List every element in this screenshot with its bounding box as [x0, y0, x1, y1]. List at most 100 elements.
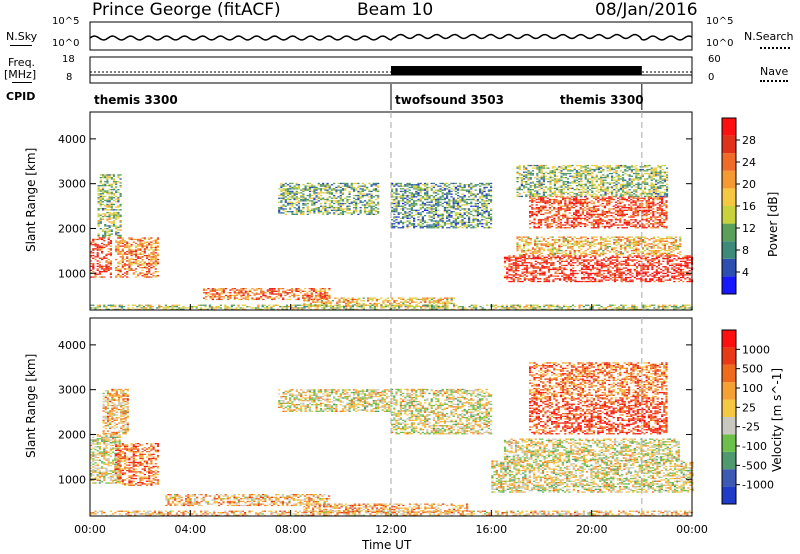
- heatmap-cell: [304, 297, 307, 299]
- heatmap-cell: [393, 205, 396, 207]
- heatmap-cell: [363, 211, 367, 213]
- heatmap-cell: [576, 264, 579, 267]
- heatmap-cell: [397, 221, 400, 224]
- heatmap-cell: [595, 219, 598, 221]
- heatmap-cell: [448, 220, 451, 222]
- heatmap-cell: [413, 209, 416, 211]
- heatmap-cell: [96, 248, 99, 250]
- heatmap-cell: [539, 278, 542, 280]
- heatmap-cell: [534, 241, 537, 244]
- heatmap-cell: [413, 217, 416, 219]
- heatmap-cell: [104, 190, 107, 192]
- heatmap-cell: [233, 297, 236, 299]
- heatmap-cell: [561, 258, 564, 260]
- heatmap-cell: [123, 268, 127, 270]
- heatmap-cell: [568, 212, 571, 214]
- heatmap-cell: [641, 209, 644, 211]
- heatmap-cell: [606, 250, 609, 252]
- heatmap-cell: [112, 217, 116, 219]
- heatmap-cell: [211, 298, 214, 301]
- heatmap-cell: [377, 212, 380, 214]
- heatmap-cell: [655, 256, 658, 258]
- heatmap-cell: [562, 244, 565, 246]
- heatmap-cell: [545, 240, 548, 242]
- heatmap-cell: [611, 250, 614, 252]
- heatmap-cell: [608, 240, 611, 242]
- heatmap-cell: [633, 239, 636, 241]
- heatmap-cell: [508, 276, 511, 279]
- heatmap-cell: [284, 188, 287, 190]
- heatmap-cell: [514, 268, 518, 271]
- heatmap-cell: [320, 301, 323, 303]
- heatmap-cell: [103, 244, 106, 246]
- heatmap-cell: [637, 254, 640, 256]
- heatmap-cell: [490, 196, 493, 198]
- heatmap-cell: [297, 290, 300, 292]
- heatmap-cell: [419, 197, 422, 199]
- heatmap-cell: [577, 201, 580, 203]
- heatmap-cell: [645, 223, 648, 225]
- heatmap-cell: [137, 248, 140, 250]
- heatmap-cell: [579, 221, 582, 224]
- heatmap-cell: [346, 200, 349, 202]
- heatmap-cell: [468, 198, 471, 201]
- heatmap-cell: [347, 302, 350, 305]
- heatmap-cell: [273, 290, 276, 292]
- heatmap-cell: [660, 268, 663, 271]
- heatmap-cell: [487, 202, 490, 205]
- heatmap-cell: [661, 252, 664, 254]
- heatmap-cell: [108, 209, 111, 211]
- heatmap-cell: [328, 186, 331, 189]
- heatmap-cell: [525, 252, 528, 254]
- heatmap-cell: [525, 243, 528, 245]
- heatmap-cell: [587, 276, 590, 279]
- heatmap-cell: [443, 207, 446, 209]
- heatmap-cell: [619, 221, 622, 224]
- heatmap-cell: [295, 298, 298, 301]
- heatmap-cell: [585, 272, 588, 275]
- heatmap-cell: [602, 254, 605, 256]
- heatmap-cell: [621, 212, 624, 214]
- heatmap-cell: [566, 207, 569, 209]
- heatmap-cell: [627, 270, 630, 272]
- heatmap-cell: [101, 267, 104, 269]
- heatmap-cell: [587, 278, 590, 280]
- heatmap-cell: [627, 262, 630, 264]
- heatmap-cell: [517, 260, 520, 262]
- heatmap-cell: [325, 301, 328, 303]
- heatmap-cell: [137, 260, 140, 262]
- heatmap-cell: [139, 249, 142, 251]
- heatmap-cell: [684, 278, 687, 280]
- heatmap-cell: [352, 200, 356, 202]
- heatmap-cell: [588, 215, 591, 217]
- heatmap-cell: [554, 258, 557, 260]
- heatmap-cell: [668, 248, 671, 250]
- heatmap-cell: [584, 252, 587, 254]
- heatmap-cell: [450, 216, 453, 218]
- heatmap-cell: [117, 177, 120, 179]
- heatmap-cell: [218, 288, 221, 290]
- heatmap-cell: [408, 297, 411, 299]
- heatmap-cell: [257, 297, 261, 299]
- heatmap-cell: [117, 241, 120, 243]
- heatmap-cell: [481, 219, 484, 221]
- heatmap-cell: [537, 201, 540, 203]
- heatmap-cell: [439, 197, 442, 199]
- heatmap-cell: [99, 174, 102, 176]
- heatmap-cell: [521, 263, 524, 265]
- heatmap-cell: [115, 198, 118, 200]
- nave-tick-bottom: 0: [708, 72, 715, 83]
- heatmap-cell: [605, 266, 608, 268]
- heatmap-cell: [677, 272, 680, 275]
- heatmap-cell: [613, 248, 616, 250]
- heatmap-cell: [600, 259, 603, 261]
- heatmap-cell: [544, 207, 547, 209]
- heatmap-cell: [666, 275, 669, 277]
- heatmap-cell: [553, 252, 556, 254]
- heatmap-cell: [517, 264, 520, 267]
- heatmap-cell: [550, 264, 553, 267]
- heatmap-cell: [527, 248, 530, 250]
- heatmap-cell: [470, 182, 473, 185]
- heatmap-cell: [432, 198, 435, 201]
- heatmap-cell: [635, 243, 638, 245]
